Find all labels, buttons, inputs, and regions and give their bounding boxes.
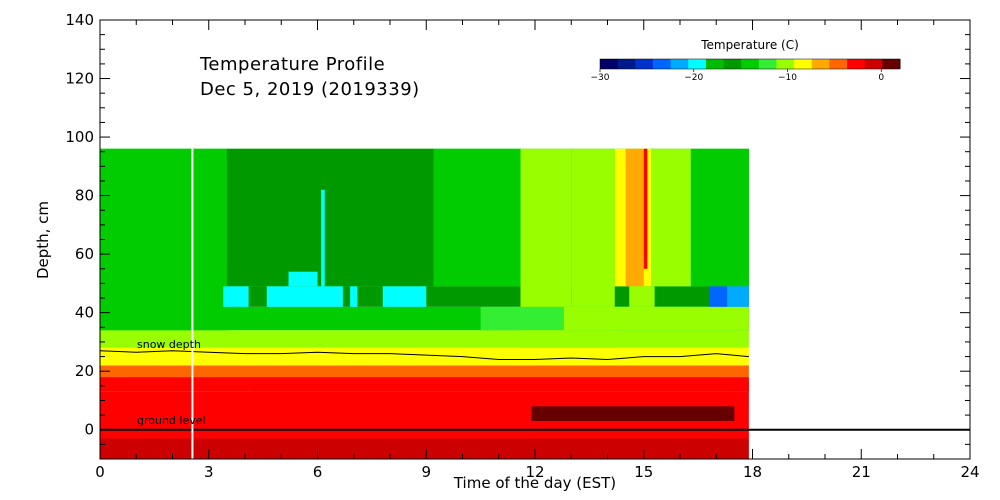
temperature-cell	[643, 148, 648, 269]
x-tick-label: 21	[852, 463, 871, 481]
y-tick-label: 120	[65, 70, 94, 88]
colorbar-segment	[670, 59, 689, 69]
colorbar-segment	[723, 59, 742, 69]
y-tick-label: 140	[65, 11, 94, 29]
temperature-band	[100, 365, 749, 378]
temperature-cell	[288, 271, 318, 287]
y-tick-label: 80	[75, 187, 94, 205]
temperature-band	[100, 438, 749, 459]
x-tick-label: 24	[960, 463, 979, 481]
snow-depth-line	[99, 350, 749, 361]
colorbar-tick-label: −10	[778, 73, 797, 83]
colorbar-segment	[600, 59, 619, 69]
x-axis-label: Time of the day (EST)	[453, 474, 616, 492]
x-tick-label: 12	[525, 463, 544, 481]
y-axis-label: Depth, cm	[34, 201, 52, 279]
x-tick-label: 0	[95, 463, 105, 481]
colorbar-segment	[635, 59, 654, 69]
colorbar-frame	[599, 58, 901, 70]
temperature-cell	[690, 148, 749, 287]
y-tick-label: 60	[75, 245, 94, 263]
colorbar-segment	[617, 59, 636, 69]
x-tick-label: 6	[313, 463, 323, 481]
colorbar-segment	[705, 59, 725, 69]
x-tick-label: 15	[634, 463, 653, 481]
x-tick-label: 3	[204, 463, 214, 481]
temperature-cell	[266, 286, 343, 307]
temperature-cell	[226, 148, 434, 287]
colorbar: Temperature (C) −30 −20 −10 0	[591, 38, 901, 83]
temperature-cell	[727, 286, 749, 307]
snow-depth-label: snow depth	[137, 338, 201, 351]
colorbar-segment	[882, 59, 901, 69]
chart-title-line2: Dec 5, 2019 (2019339)	[200, 79, 420, 100]
colorbar-segment	[652, 59, 672, 69]
colorbar-segment	[794, 59, 813, 69]
colorbar-segment	[811, 59, 830, 69]
temperature-cell	[321, 189, 325, 287]
temperature-cell	[382, 286, 427, 307]
y-tick-label: 40	[75, 304, 94, 322]
colorbar-title: Temperature (C)	[700, 38, 799, 52]
colorbar-segment	[776, 59, 795, 69]
x-tick-label: 18	[743, 463, 762, 481]
colorbar-segment	[741, 59, 760, 69]
temperature-cell	[100, 148, 227, 331]
colorbar-segment	[847, 59, 866, 69]
colorbar-segment	[758, 59, 777, 69]
colorbar-segment	[864, 59, 883, 69]
temperature-cell	[564, 306, 749, 331]
y-tick-label: 0	[84, 421, 94, 439]
ground-level-label: ground level	[137, 414, 206, 427]
colorbar-segment	[829, 59, 848, 69]
colorbar-segment	[688, 59, 707, 69]
colorbar-tick-label: 0	[878, 73, 884, 83]
plot-area	[99, 148, 970, 459]
temperature-cell	[709, 286, 728, 307]
temperature-cell	[223, 286, 249, 307]
temperature-cell	[625, 148, 644, 287]
temperature-cell	[252, 379, 749, 392]
axes: 0 3 6 9 12 15 18 21 24 0 20 40 60 80 100 120 140	[65, 11, 979, 481]
colorbar-tick-label: −30	[591, 73, 610, 83]
temperature-band	[100, 347, 749, 366]
y-tick-label: 20	[75, 362, 94, 380]
y-tick-label: 100	[65, 128, 94, 146]
temperature-cell	[629, 286, 655, 307]
temperature-cell	[433, 148, 521, 287]
colorbar-tick-label: −20	[684, 73, 703, 83]
temperature-cell	[651, 148, 691, 287]
chart-title-line1: Temperature Profile	[199, 54, 385, 75]
x-tick-label: 9	[421, 463, 431, 481]
temperature-cell	[531, 406, 735, 421]
temperature-cell	[350, 286, 358, 307]
